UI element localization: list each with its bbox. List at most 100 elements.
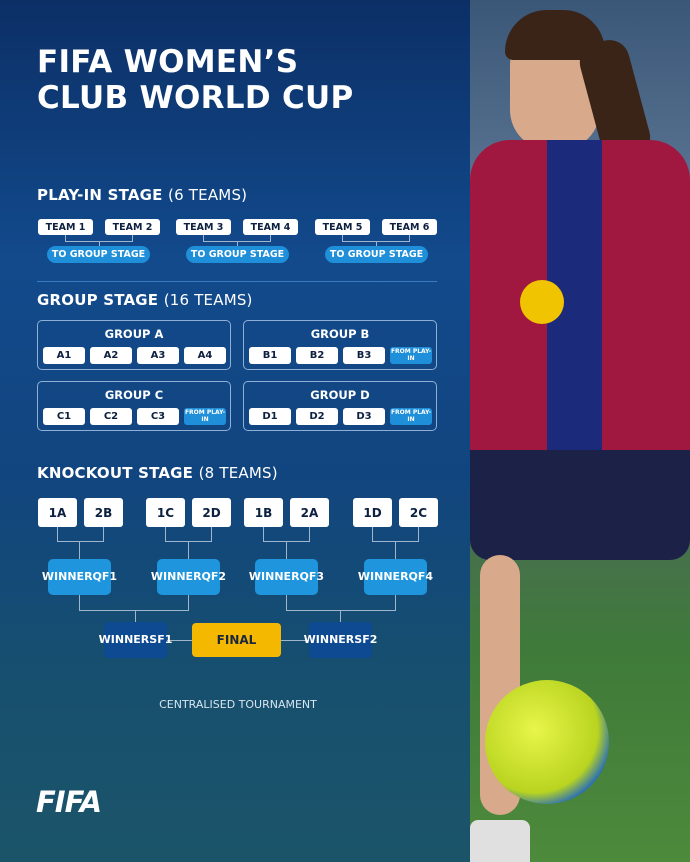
qf-label: QF1 (92, 570, 118, 583)
team-box: TEAM 3 (176, 219, 231, 235)
title-line-2: CLUB WORLD CUP (37, 80, 354, 116)
page-title: FIFA WOMEN’S CLUB WORLD CUP (37, 44, 354, 116)
sf-label: SF2 (354, 633, 378, 646)
group-box: GROUP A A1 A2 A3 A4 (37, 320, 231, 370)
to-group-stage-pill: TO GROUP STAGE (325, 246, 428, 263)
title-line-1: FIFA WOMEN’S (37, 44, 299, 80)
qf-label: QF3 (299, 570, 325, 583)
team-box: TEAM 4 (243, 219, 298, 235)
fifa-logo: FIFA (36, 785, 102, 819)
connector-line (98, 241, 100, 246)
connector-line (165, 527, 166, 541)
connector-line (395, 541, 396, 559)
from-playin-chip: FROM PLAY-IN (184, 408, 226, 425)
from-playin-chip: FROM PLAY-IN (390, 408, 432, 425)
group-team-chip: D3 (343, 408, 385, 425)
winner-label: WINNER (248, 570, 300, 583)
final-box: FINAL (192, 623, 281, 657)
group-team-chip: C1 (43, 408, 85, 425)
connector-line (342, 235, 343, 241)
winner-label: WINNER (150, 570, 202, 583)
connector-line (167, 640, 192, 641)
group-name: GROUP D (310, 388, 370, 402)
group-box: GROUP C C1 C2 C3 FROM PLAY-IN (37, 381, 231, 431)
qf-team-box: 1B (244, 498, 283, 527)
winner-qf-box: WINNER QF4 (358, 559, 433, 595)
connector-line (57, 541, 104, 542)
group-box: GROUP D D1 D2 D3 FROM PLAY-IN (243, 381, 437, 431)
qf-team-box: 1C (146, 498, 185, 527)
winner-qf-box: WINNER QF2 (151, 559, 226, 595)
connector-line (409, 235, 410, 241)
group-team-chip: B1 (249, 347, 291, 364)
connector-line (418, 527, 419, 541)
connector-line (203, 235, 204, 241)
group-team-chip: B2 (296, 347, 338, 364)
group-team-chip: A1 (43, 347, 85, 364)
connector-line (132, 235, 133, 241)
team-box: TEAM 2 (105, 219, 160, 235)
group-team-chip: A3 (137, 347, 179, 364)
knockout-heading: KNOCKOUT STAGE (8 TEAMS) (37, 464, 278, 482)
divider (37, 281, 437, 282)
group-team-chip: D1 (249, 408, 291, 425)
team-box: TEAM 5 (315, 219, 370, 235)
group-team-chip: A2 (90, 347, 132, 364)
group-team-chip: C2 (90, 408, 132, 425)
connector-line (286, 610, 396, 611)
player-photo (470, 0, 690, 862)
group-team-chip: B3 (343, 347, 385, 364)
group-team-chip: C3 (137, 408, 179, 425)
group-box: GROUP B B1 B2 B3 FROM PLAY-IN (243, 320, 437, 370)
connector-line (188, 595, 189, 610)
qf-team-box: 1D (353, 498, 392, 527)
team-box: TEAM 6 (382, 219, 437, 235)
winner-sf-box: WINNER SF2 (304, 622, 377, 658)
group-team-chip: A4 (184, 347, 226, 364)
connector-line (375, 241, 377, 246)
winner-qf-box: WINNER QF3 (249, 559, 324, 595)
connector-line (286, 595, 287, 610)
from-playin-chip: FROM PLAY-IN (390, 347, 432, 364)
winner-sf-box: WINNER SF1 (99, 622, 172, 658)
winner-label: WINNER (98, 633, 150, 646)
connector-line (340, 610, 341, 622)
connector-line (395, 595, 396, 610)
winner-label: WINNER (41, 570, 93, 583)
connector-line (79, 541, 80, 559)
group-name: GROUP B (310, 327, 370, 341)
playin-heading: PLAY-IN STAGE (6 TEAMS) (37, 186, 248, 204)
connector-line (270, 235, 271, 241)
connector-line (57, 527, 58, 541)
qf-team-box: 1A (38, 498, 77, 527)
connector-line (281, 640, 309, 641)
winner-label: WINNER (303, 633, 355, 646)
group-stage-heading: GROUP STAGE (16 TEAMS) (37, 291, 253, 309)
player-shorts (470, 450, 690, 560)
qf-team-box: 2B (84, 498, 123, 527)
connector-line (79, 610, 189, 611)
group-name: GROUP A (104, 327, 164, 341)
football (485, 680, 609, 804)
connector-line (79, 595, 80, 610)
connector-line (211, 527, 212, 541)
team-box: TEAM 1 (38, 219, 93, 235)
connector-line (372, 527, 373, 541)
connector-line (286, 541, 287, 559)
sf-label: SF1 (149, 633, 173, 646)
connector-line (263, 527, 264, 541)
connector-line (236, 241, 238, 246)
group-team-chip: D2 (296, 408, 338, 425)
to-group-stage-pill: TO GROUP STAGE (47, 246, 150, 263)
qf-team-box: 2C (399, 498, 438, 527)
group-name: GROUP C (104, 388, 164, 402)
to-group-stage-pill: TO GROUP STAGE (186, 246, 289, 263)
connector-line (135, 610, 136, 622)
winner-label: WINNER (357, 570, 409, 583)
footer-note: CENTRALISED TOURNAMENT (159, 698, 317, 711)
connector-line (103, 527, 104, 541)
connector-line (65, 235, 66, 241)
player-jersey (470, 140, 690, 470)
qf-label: QF2 (201, 570, 227, 583)
